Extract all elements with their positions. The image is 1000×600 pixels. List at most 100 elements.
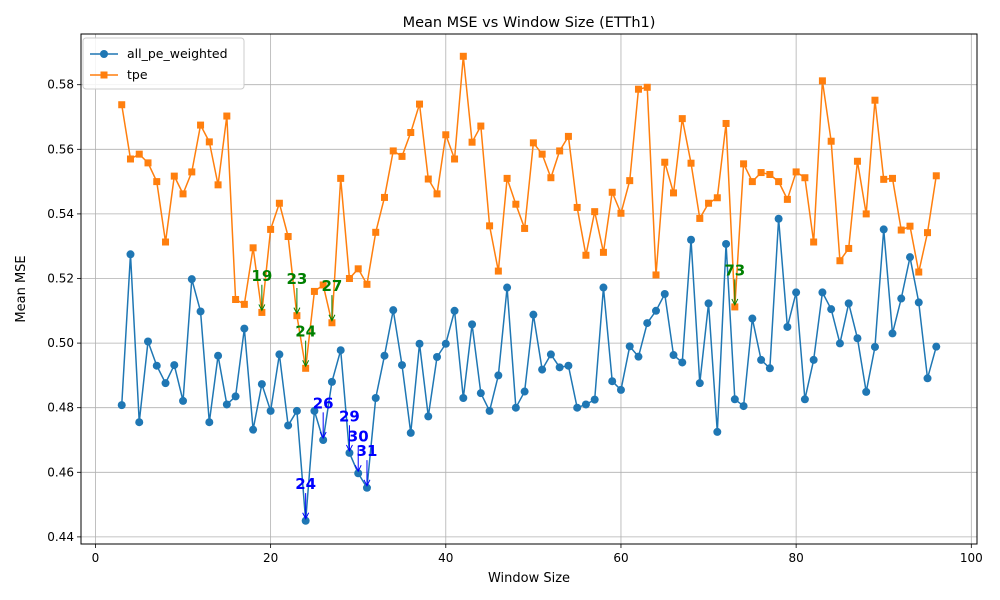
data-point-all_pe_weighted	[205, 418, 214, 427]
data-point-tpe	[153, 178, 161, 186]
x-tick-label: 40	[438, 551, 453, 565]
legend-label-all_pe_weighted: all_pe_weighted	[127, 46, 228, 61]
legend-marker-tpe	[100, 71, 108, 79]
data-point-all_pe_weighted	[809, 355, 818, 364]
x-tick-label: 100	[960, 551, 983, 565]
data-point-tpe	[836, 257, 844, 265]
chart-title: Mean MSE vs Window Size (ETTh1)	[403, 15, 656, 31]
data-point-tpe	[389, 147, 397, 155]
data-point-tpe	[451, 155, 459, 163]
data-point-tpe	[512, 200, 520, 208]
data-point-all_pe_weighted	[555, 363, 564, 372]
data-point-tpe	[573, 203, 581, 211]
annotation-arrow-head	[302, 512, 310, 520]
data-point-all_pe_weighted	[187, 275, 196, 284]
data-point-all_pe_weighted	[362, 483, 371, 492]
data-point-tpe	[634, 85, 642, 93]
data-point-all_pe_weighted	[608, 377, 617, 386]
data-point-tpe	[678, 115, 686, 123]
data-point-all_pe_weighted	[415, 339, 424, 348]
data-point-all_pe_weighted	[634, 352, 643, 361]
data-point-all_pe_weighted	[424, 412, 433, 421]
annotation-arrow-head	[293, 307, 301, 315]
data-point-tpe	[433, 190, 441, 198]
data-point-tpe	[748, 178, 756, 186]
y-tick-label: 0.50	[47, 336, 74, 350]
data-point-tpe	[880, 175, 888, 183]
x-axis-label: Window Size	[488, 571, 570, 586]
data-point-tpe	[915, 268, 923, 276]
data-point-tpe	[626, 177, 634, 185]
annotation-arrow-head	[731, 298, 739, 307]
data-point-all_pe_weighted	[380, 351, 389, 360]
data-point-all_pe_weighted	[546, 350, 555, 359]
data-point-tpe	[731, 303, 739, 311]
data-point-all_pe_weighted	[704, 299, 713, 308]
data-point-all_pe_weighted	[835, 339, 844, 348]
data-point-tpe	[328, 319, 336, 327]
data-point-all_pe_weighted	[722, 239, 731, 248]
data-point-all_pe_weighted	[354, 469, 363, 478]
data-point-tpe	[135, 150, 143, 158]
data-point-tpe	[617, 209, 625, 217]
annotation-label: 29	[339, 407, 360, 425]
data-point-all_pe_weighted	[590, 395, 599, 404]
data-point-all_pe_weighted	[222, 400, 231, 409]
annotation-arrow-head	[302, 360, 310, 368]
data-point-tpe	[503, 174, 511, 182]
data-point-tpe	[713, 194, 721, 202]
data-point-tpe	[757, 169, 765, 177]
data-point-tpe	[705, 199, 713, 207]
data-point-all_pe_weighted	[827, 305, 836, 314]
annotation-label: 23	[286, 270, 307, 288]
data-point-tpe	[792, 168, 800, 176]
y-tick-label: 0.46	[47, 465, 74, 479]
data-point-all_pe_weighted	[564, 361, 573, 370]
data-point-all_pe_weighted	[135, 418, 144, 427]
data-point-all_pe_weighted	[231, 392, 240, 401]
data-point-all_pe_weighted	[774, 214, 783, 223]
data-point-all_pe_weighted	[468, 320, 477, 329]
y-tick-label: 0.48	[47, 401, 74, 415]
annotation-label: 27	[321, 277, 342, 295]
data-point-all_pe_weighted	[879, 225, 888, 234]
annotation-arrow-head	[319, 431, 327, 440]
data-point-tpe	[845, 244, 853, 252]
data-point-tpe	[363, 280, 371, 288]
data-point-all_pe_weighted	[818, 288, 827, 297]
data-point-tpe	[267, 225, 275, 233]
data-point-tpe	[529, 139, 537, 147]
data-point-tpe	[214, 181, 222, 189]
legend-box	[82, 37, 245, 90]
annotation-label: 19	[251, 267, 272, 285]
y-tick-label: 0.54	[47, 207, 74, 221]
series-line-tpe	[120, 55, 938, 370]
data-point-all_pe_weighted	[450, 306, 459, 315]
data-point-tpe	[477, 122, 485, 130]
data-point-tpe	[862, 210, 870, 218]
annotation-label: 31	[357, 442, 378, 460]
data-point-tpe	[547, 174, 555, 182]
grid	[81, 34, 977, 544]
annotation-label: 73	[724, 261, 745, 279]
data-point-all_pe_weighted	[196, 307, 205, 316]
data-point-tpe	[564, 132, 572, 140]
data-point-all_pe_weighted	[625, 342, 634, 351]
annotation-arrow-head	[328, 314, 336, 322]
data-point-tpe	[775, 178, 783, 186]
data-point-tpe	[459, 52, 467, 60]
data-point-all_pe_weighted	[757, 355, 766, 364]
data-point-all_pe_weighted	[240, 324, 249, 333]
data-point-tpe	[932, 172, 940, 180]
data-point-tpe	[871, 96, 879, 104]
x-tick-label: 0	[92, 551, 100, 565]
data-point-all_pe_weighted	[870, 342, 879, 351]
data-point-tpe	[766, 171, 774, 179]
data-point-all_pe_weighted	[643, 319, 652, 328]
x-tick-label: 60	[613, 551, 628, 565]
data-point-tpe	[126, 155, 134, 163]
data-point-tpe	[258, 308, 266, 316]
y-axis-label: Mean MSE	[14, 255, 29, 322]
data-point-all_pe_weighted	[371, 394, 380, 403]
